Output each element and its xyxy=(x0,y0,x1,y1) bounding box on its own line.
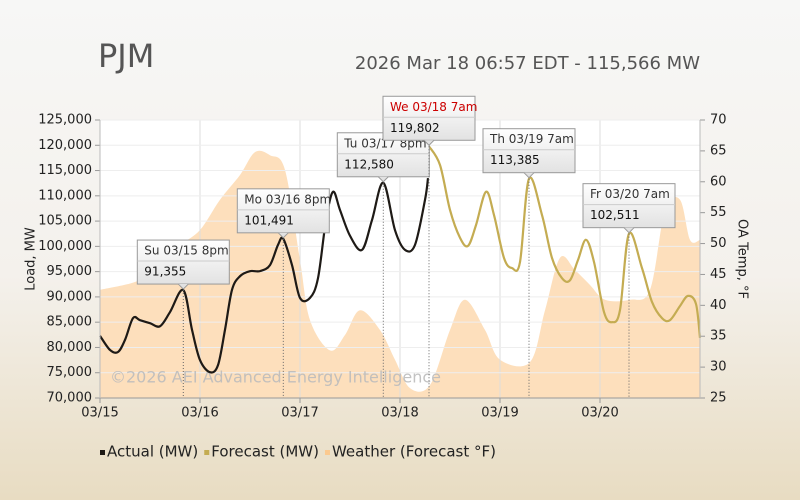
callout-box xyxy=(482,128,576,174)
chart-title: PJM xyxy=(98,37,154,75)
callout-value: 101,491 xyxy=(244,213,294,227)
y2-tick-label: 35 xyxy=(710,329,727,344)
x-tick-label: 03/16 xyxy=(181,406,218,421)
y-tick-label: 120,000 xyxy=(38,138,92,153)
y-tick-label: 100,000 xyxy=(38,239,92,254)
callout-label: We 03/18 7am xyxy=(390,100,477,114)
y-tick-label: 110,000 xyxy=(38,188,92,203)
y2-tick-label: 50 xyxy=(710,236,727,251)
y-tick-label: 75,000 xyxy=(47,365,93,380)
callout-value: 102,511 xyxy=(590,208,640,222)
watermark: ©2026 AEI Advanced Energy Intelligence xyxy=(110,368,441,387)
y2-tick-label: 25 xyxy=(710,391,727,406)
callout-value: 91,355 xyxy=(144,265,186,279)
y-tick-label: 95,000 xyxy=(47,264,93,279)
legend-label: Actual (MW) xyxy=(107,443,198,461)
y2-axis-label: OA Temp, °F xyxy=(735,219,750,299)
y-tick-label: 105,000 xyxy=(38,214,92,229)
legend-swatch xyxy=(204,450,210,455)
y-tick-label: 80,000 xyxy=(47,340,93,355)
watermark-layer: ©2026 AEI Advanced Energy Intelligence xyxy=(110,368,441,387)
y2-tick-label: 30 xyxy=(710,360,727,375)
line-layer xyxy=(99,145,702,374)
legend-label: Forecast (MW) xyxy=(211,443,319,461)
x-tick-label: 03/20 xyxy=(581,406,618,421)
y-tick-label: 85,000 xyxy=(47,315,93,330)
legend-label: Weather (Forecast °F) xyxy=(332,443,496,461)
axis-layer: 03/15 03/16 03/17 03/18 03/19 03/20 70,000 75,0… xyxy=(24,113,750,421)
legend-swatch xyxy=(324,450,330,455)
chart-subtitle: 2026 Mar 18 06:57 EDT - 115,566 MW xyxy=(355,53,700,74)
legend: Actual (MW) Forecast (MW) Weather (Forecas… xyxy=(100,443,496,461)
y-axis-label: Load, MW xyxy=(24,227,39,291)
y-tick-label: 90,000 xyxy=(47,289,93,304)
y2-tick-label: 70 xyxy=(710,113,727,128)
y2-tick-label: 65 xyxy=(710,143,727,158)
callout-pointer xyxy=(523,172,535,179)
y-tick-label: 115,000 xyxy=(38,163,92,178)
callout-box xyxy=(382,95,476,141)
callout-pointer xyxy=(423,139,435,146)
legend-swatch xyxy=(100,450,105,455)
y-tick-label: 125,000 xyxy=(38,113,92,128)
callout-label: Th 03/19 7am xyxy=(489,132,574,146)
callout-pointer xyxy=(177,283,189,290)
x-tick-label: 03/19 xyxy=(481,406,518,421)
x-tick-label: 03/15 xyxy=(81,406,118,421)
callout-box xyxy=(136,239,230,285)
y2-tick-label: 40 xyxy=(710,298,727,313)
callout-pointer xyxy=(623,227,635,234)
callout-label: Fr 03/20 7am xyxy=(590,187,670,201)
y2-tick-label: 60 xyxy=(710,174,727,189)
x-tick-label: 03/17 xyxy=(281,406,318,421)
callout-box xyxy=(582,183,676,229)
y2-tick-label: 45 xyxy=(710,267,727,282)
y-tick-label: 70,000 xyxy=(47,391,93,406)
x-tick-label: 03/18 xyxy=(381,406,418,421)
callout-value: 119,802 xyxy=(390,121,440,135)
y2-tick-label: 55 xyxy=(710,205,727,220)
callout-pointer xyxy=(277,232,289,239)
callout-pointer xyxy=(377,176,389,183)
series-line xyxy=(428,145,702,338)
callout-value: 112,580 xyxy=(344,157,394,171)
callout-value: 113,385 xyxy=(490,153,540,167)
callout-label: Su 03/15 8pm xyxy=(144,244,228,258)
series-line xyxy=(99,177,430,374)
callout-label: Mo 03/16 8pm xyxy=(244,192,331,206)
